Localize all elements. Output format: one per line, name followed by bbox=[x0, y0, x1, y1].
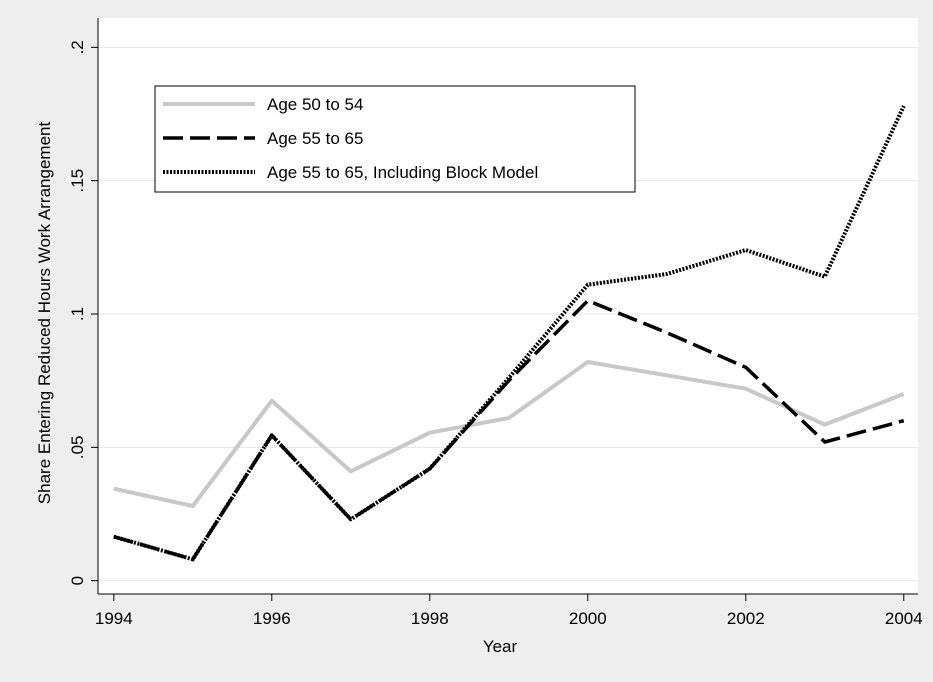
series-line bbox=[113, 105, 906, 562]
x-tick-label: 1998 bbox=[411, 609, 449, 628]
x-tick-label: 2000 bbox=[569, 609, 607, 628]
y-tick-label: .15 bbox=[68, 169, 87, 193]
legend-label: Age 55 to 65, Including Block Model bbox=[267, 163, 538, 182]
y-tick-label: .2 bbox=[68, 40, 87, 54]
y-tick-label: .1 bbox=[68, 307, 87, 321]
x-tick-label: 1994 bbox=[95, 609, 133, 628]
x-tick-label: 2004 bbox=[885, 609, 923, 628]
legend-label: Age 50 to 54 bbox=[267, 95, 363, 114]
y-axis-title: Share Entering Reduced Hours Work Arrang… bbox=[35, 122, 54, 505]
legend-label: Age 55 to 65 bbox=[267, 129, 363, 148]
y-tick-label: .05 bbox=[68, 436, 87, 460]
x-tick-label: 2002 bbox=[727, 609, 765, 628]
x-axis-title: Year bbox=[483, 637, 518, 656]
y-tick-label: 0 bbox=[68, 576, 87, 585]
x-tick-label: 1996 bbox=[253, 609, 291, 628]
series-line bbox=[113, 360, 905, 508]
